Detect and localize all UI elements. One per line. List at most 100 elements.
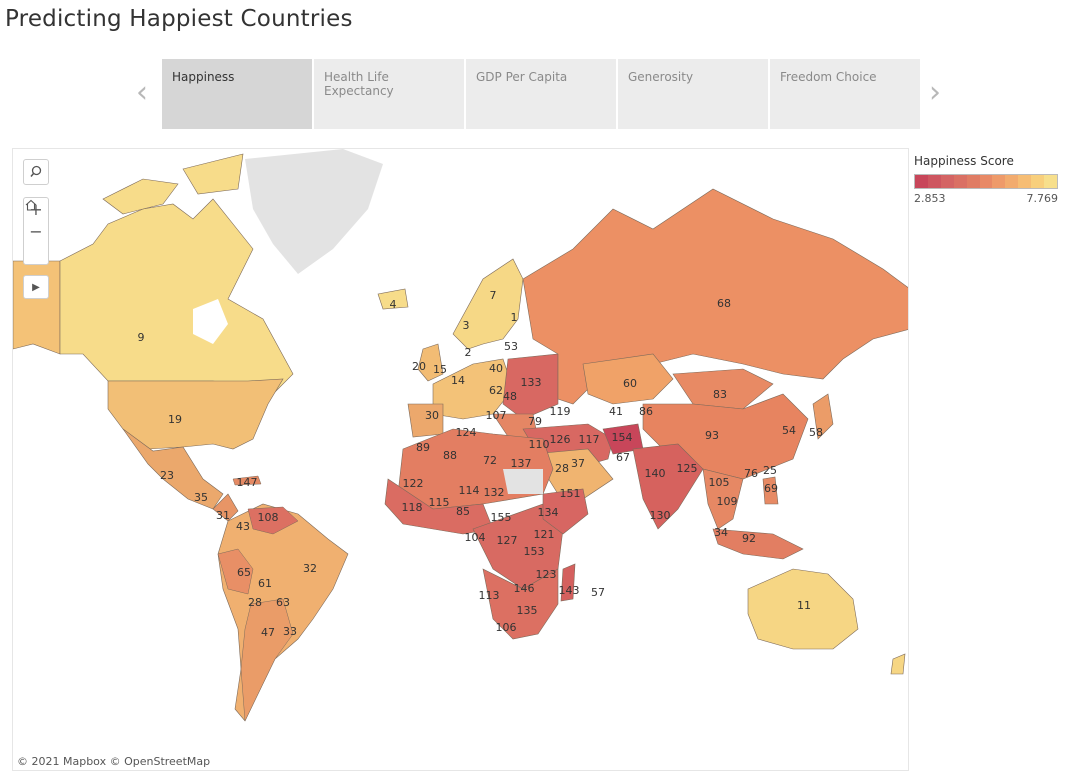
rank-label: 47 (261, 626, 275, 639)
rank-label: 125 (677, 462, 698, 475)
tab-gdp-per-capita[interactable]: GDP Per Capita (466, 59, 616, 129)
chevron-right-icon[interactable]: › (929, 75, 941, 110)
rank-label: 43 (236, 520, 250, 533)
rank-label: 76 (744, 467, 758, 480)
rank-label: 53 (504, 340, 518, 353)
map-search-button[interactable] (23, 159, 49, 185)
rank-label: 19 (168, 413, 182, 426)
central-asia-region (582, 353, 674, 405)
rank-label: 134 (538, 506, 559, 519)
rank-label: 1 (511, 311, 518, 324)
africa-west-region (384, 478, 494, 535)
rank-label: 106 (496, 621, 517, 634)
australia-region (747, 568, 859, 650)
legend-color-step (1005, 175, 1019, 188)
greenland-region (245, 149, 383, 274)
mongolia-region (672, 368, 774, 410)
rank-label: 79 (528, 415, 542, 428)
legend-color-step (940, 175, 954, 188)
legend-max: 7.769 (1026, 192, 1059, 205)
venezuela-region (247, 506, 299, 535)
rank-label: 105 (709, 476, 730, 489)
rank-label: 124 (456, 426, 477, 439)
rank-label: 108 (258, 511, 279, 524)
chevron-left-icon[interactable]: ‹ (136, 75, 148, 110)
map-attribution[interactable]: © 2021 Mapbox © OpenStreetMap (17, 755, 211, 768)
africa-south-region (482, 568, 559, 640)
legend-color-step (992, 175, 1006, 188)
legend-color-step (953, 175, 967, 188)
tab-health-life-expectancy[interactable]: Health Life Expectancy (314, 59, 464, 129)
rank-label: 114 (459, 484, 480, 497)
rank-label: 65 (237, 566, 251, 579)
rank-label: 119 (550, 405, 571, 418)
rank-label: 130 (650, 509, 671, 522)
zoom-out-button[interactable]: − (24, 220, 48, 242)
tab-happiness[interactable]: Happiness (162, 59, 312, 129)
rank-label: 137 (511, 457, 532, 470)
central-america-region (212, 493, 239, 522)
legend-color-ramp (914, 174, 1058, 189)
rank-label: 40 (489, 362, 503, 375)
rank-label: 154 (612, 431, 633, 444)
canada-region (59, 198, 294, 395)
rank-label: 86 (639, 405, 653, 418)
rank-label: 31 (216, 509, 230, 522)
philippines-region (762, 476, 779, 505)
zoom-in-button[interactable]: + (24, 198, 48, 220)
rank-label: 7 (490, 289, 497, 302)
rank-label: 4 (390, 298, 397, 311)
rank-label: 72 (483, 454, 497, 467)
rank-label: 23 (160, 469, 174, 482)
reset-home-button[interactable] (24, 199, 48, 264)
rank-label: 117 (579, 433, 600, 446)
legend-color-step (979, 175, 993, 188)
rank-label: 93 (705, 429, 719, 442)
africa-east-region (542, 488, 589, 535)
plus-icon: + (29, 199, 43, 219)
tab-freedom-choice[interactable]: Freedom Choice (770, 59, 920, 129)
rank-label: 89 (416, 441, 430, 454)
hudson-bay (193, 299, 228, 344)
home-icon (25, 199, 37, 211)
rank-label: 48 (503, 390, 517, 403)
rank-label: 28 (555, 462, 569, 475)
rank-label: 2 (465, 346, 472, 359)
madagascar-region (560, 563, 576, 602)
rank-label: 133 (521, 376, 542, 389)
minus-icon: − (29, 221, 43, 241)
rank-label: 32 (303, 562, 317, 575)
pan-tool-button[interactable]: ▶ (23, 275, 49, 299)
rank-label: 140 (645, 467, 666, 480)
rank-label: 85 (456, 505, 470, 518)
rank-label: 58 (809, 426, 823, 439)
rank-label: 68 (717, 297, 731, 310)
rank-label: 146 (514, 582, 535, 595)
rank-label: 92 (742, 532, 756, 545)
arctic-islands (102, 153, 244, 215)
new-zealand-region (890, 653, 906, 675)
rank-label: 61 (258, 577, 272, 590)
rank-label: 3 (463, 319, 470, 332)
legend-min: 2.853 (914, 192, 946, 205)
rank-label: 25 (763, 464, 777, 477)
rank-label: 151 (560, 487, 581, 500)
legend-color-step (927, 175, 941, 188)
rank-label: 153 (524, 545, 545, 558)
rank-label: 14 (451, 374, 465, 387)
indonesia-region (712, 528, 804, 560)
world-map[interactable]: 9 19 23 147 35 31 43 108 32 65 61 28 63 … (12, 148, 909, 771)
rank-label: 54 (782, 424, 796, 437)
rank-label: 135 (517, 604, 538, 617)
rank-label: 147 (237, 476, 258, 489)
legend-color-step (1018, 175, 1032, 188)
rank-label: 132 (484, 486, 505, 499)
legend-color-step (915, 175, 928, 188)
rank-label: 34 (714, 526, 728, 539)
rank-label: 104 (465, 531, 486, 544)
usa-region (107, 378, 284, 450)
legend-color-step (1031, 175, 1045, 188)
page-title: Predicting Happiest Countries (5, 6, 353, 32)
rank-label: 113 (479, 589, 500, 602)
tab-generosity[interactable]: Generosity (618, 59, 768, 129)
